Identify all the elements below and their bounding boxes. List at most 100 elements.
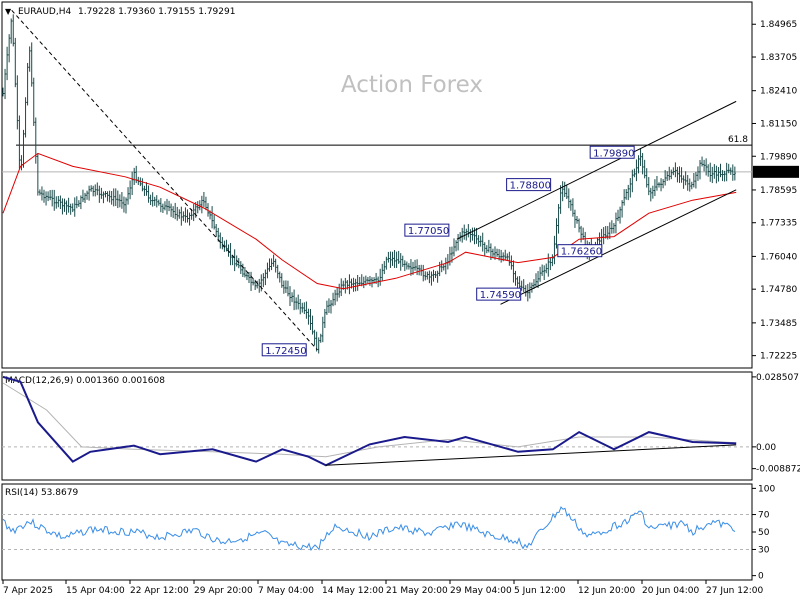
price-bar xyxy=(86,190,89,200)
macd-panel[interactable]: MACD(12,26,9) 0.001360 0.001608 0.028507… xyxy=(1,371,800,481)
price-bar xyxy=(440,260,443,273)
price-label-text: 1.74590 xyxy=(480,290,521,301)
price-bar xyxy=(163,201,166,211)
price-bar xyxy=(30,42,33,87)
price-bar xyxy=(692,172,695,188)
price-bar xyxy=(297,294,300,310)
price-label-box xyxy=(589,145,635,159)
price-bar xyxy=(332,292,335,307)
price-bar xyxy=(371,277,373,288)
price-bar xyxy=(309,308,312,330)
price-bar xyxy=(104,191,107,198)
watermark: Action Forex xyxy=(341,72,483,98)
price-bar xyxy=(252,277,255,286)
price-bar xyxy=(211,206,214,229)
price-bar xyxy=(643,159,646,179)
price-bar xyxy=(73,197,76,217)
price-bar xyxy=(116,190,119,209)
price-bar xyxy=(553,235,556,265)
price-bar xyxy=(576,216,578,224)
price-bar xyxy=(721,170,724,182)
price-bar xyxy=(543,265,546,281)
price-bar xyxy=(65,200,68,215)
price-bar xyxy=(463,224,466,240)
price-bar xyxy=(612,223,615,234)
price-bar xyxy=(40,186,43,201)
price-bar xyxy=(541,264,544,276)
price-bar xyxy=(38,189,41,196)
price-bar xyxy=(204,196,207,211)
price-label: 1.76260 xyxy=(557,244,603,258)
price-bar xyxy=(578,218,581,233)
price-bar xyxy=(686,174,689,191)
price-bar xyxy=(262,273,265,288)
price-bar xyxy=(389,251,392,268)
price-bar xyxy=(196,201,199,214)
price-bar xyxy=(176,206,179,221)
price-bar xyxy=(491,248,494,259)
price-bar xyxy=(354,278,357,292)
price-bar xyxy=(426,271,429,280)
price-bar xyxy=(621,200,624,218)
price-bar xyxy=(623,189,626,206)
price-bar xyxy=(561,181,564,202)
price-bar xyxy=(207,203,209,217)
dropdown-triangle-icon[interactable]: ▼ xyxy=(5,7,12,16)
price-bar xyxy=(348,274,351,295)
price-bar xyxy=(32,77,35,126)
price-label-text: 1.72450 xyxy=(265,346,306,357)
price-bar xyxy=(614,212,617,234)
price-bar xyxy=(120,192,123,209)
price-bar xyxy=(368,275,371,286)
price-bar xyxy=(385,256,388,270)
price-bar xyxy=(684,171,687,186)
price-bar xyxy=(153,196,156,206)
price-panel[interactable]: Action Forex ▼ EURAUD,H4 1.79228 1.79360… xyxy=(1,1,799,369)
price-bar xyxy=(680,167,683,183)
price-bar xyxy=(475,227,478,244)
price-bar xyxy=(182,211,185,222)
price-overlays xyxy=(2,9,737,351)
price-label-box xyxy=(404,223,450,237)
price-label-box xyxy=(557,244,603,258)
price-bar xyxy=(664,170,667,186)
price-bar xyxy=(26,62,29,106)
price-bar xyxy=(356,274,359,291)
price-bar xyxy=(170,203,173,217)
price-bar xyxy=(75,196,78,209)
price-bar xyxy=(307,308,310,325)
time-tick-label: 14 May 12:00 xyxy=(322,586,384,596)
price-bar xyxy=(215,224,218,237)
price-bar xyxy=(112,188,115,207)
price-bar xyxy=(414,259,417,271)
rsi-title: RSI(14) 53.8679 xyxy=(5,488,78,498)
price-bar xyxy=(407,263,410,270)
price-bar xyxy=(703,159,706,172)
price-bar xyxy=(403,260,406,272)
price-bar xyxy=(635,159,638,182)
price-bar xyxy=(496,248,499,257)
price-label-text: 1.78800 xyxy=(510,181,551,192)
rsi-tick-label: 0 xyxy=(758,572,764,582)
current-price-value: 1.79291 xyxy=(757,168,794,178)
price-bar xyxy=(530,282,533,293)
price-bar xyxy=(508,251,511,266)
price-bar xyxy=(393,250,396,268)
price-bar xyxy=(651,185,654,199)
price-bar xyxy=(340,278,343,297)
price-bar xyxy=(108,190,111,203)
price-label: 1.78800 xyxy=(506,178,552,192)
price-bar xyxy=(580,225,583,243)
rsi-panel[interactable]: RSI(14) 53.8679 100 70 50 30 0 xyxy=(1,483,775,582)
rsi-tick-label: 30 xyxy=(758,545,770,555)
macd-tick-label: 0.00 xyxy=(756,443,776,453)
price-bar xyxy=(98,185,101,203)
price-bar xyxy=(387,251,390,263)
price-bar xyxy=(67,197,70,213)
price-bar xyxy=(53,189,56,211)
price-bar xyxy=(428,270,431,284)
time-tick-label: 29 May 04:00 xyxy=(450,586,512,596)
price-bar xyxy=(92,185,95,197)
